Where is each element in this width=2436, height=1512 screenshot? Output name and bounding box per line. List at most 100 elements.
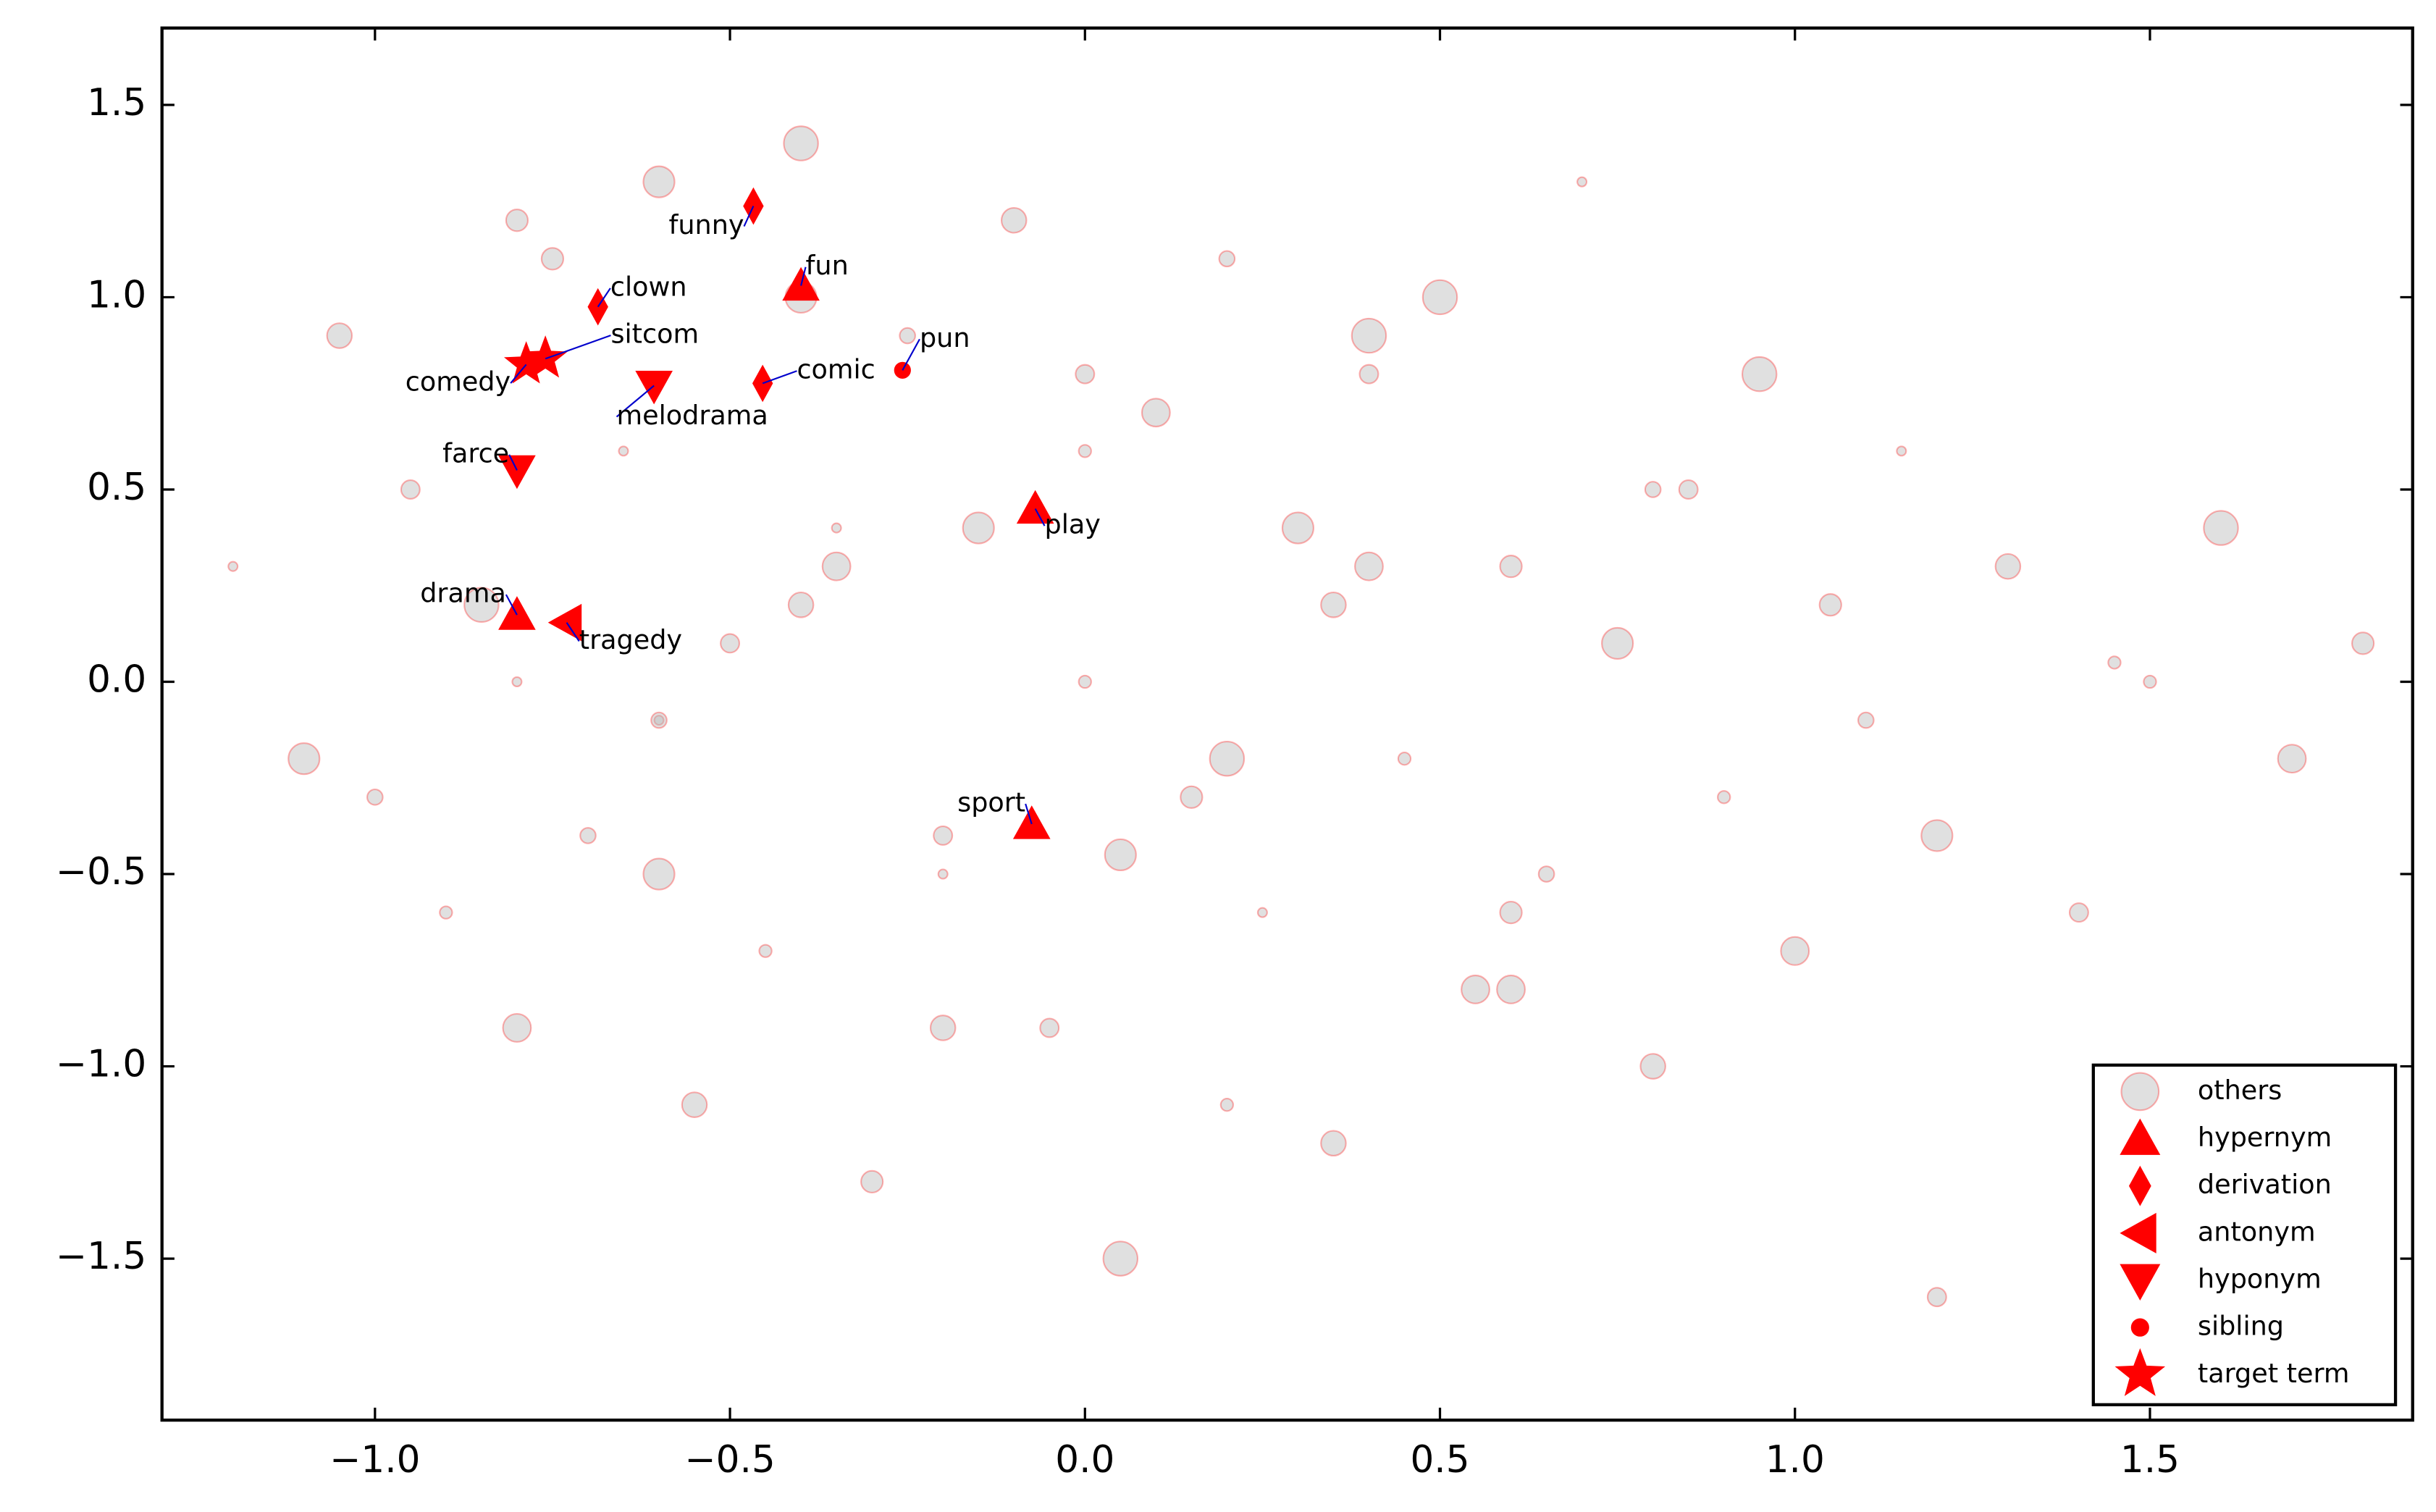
legend-marker bbox=[2128, 1165, 2151, 1206]
background-point bbox=[899, 327, 917, 345]
legend-label: hypernym bbox=[2198, 1122, 2332, 1153]
x-tick-label: −1.0 bbox=[329, 1438, 420, 1482]
background-point bbox=[653, 715, 665, 726]
point-label: comedy bbox=[406, 366, 511, 398]
background-point bbox=[962, 511, 995, 545]
background-point bbox=[618, 445, 629, 457]
y-tick-label: −0.5 bbox=[56, 850, 146, 894]
point-label: funny bbox=[669, 209, 744, 240]
point-label: play bbox=[1045, 509, 1101, 540]
background-point bbox=[1281, 511, 1315, 545]
legend-marker bbox=[2120, 1264, 2161, 1301]
background-point bbox=[1896, 445, 1907, 457]
background-point bbox=[1104, 838, 1137, 872]
point-label: drama bbox=[420, 578, 506, 609]
background-point bbox=[1499, 555, 1523, 579]
background-point bbox=[2107, 655, 2122, 670]
point-label: sport bbox=[957, 787, 1025, 818]
axes-frame bbox=[160, 26, 2414, 1422]
background-point bbox=[1102, 1240, 1139, 1277]
highlight-point bbox=[498, 596, 536, 630]
annotation-arrow bbox=[616, 385, 655, 418]
background-point bbox=[1639, 1053, 1666, 1080]
background-point bbox=[642, 165, 676, 198]
background-point bbox=[1320, 1130, 1347, 1157]
background-point bbox=[831, 522, 842, 534]
background-point bbox=[1000, 206, 1028, 234]
background-point bbox=[1397, 752, 1412, 766]
y-tick-label: −1.5 bbox=[56, 1235, 146, 1278]
background-point bbox=[1920, 819, 1954, 852]
background-point bbox=[1496, 974, 1526, 1004]
legend-label: sibling bbox=[2198, 1311, 2284, 1342]
background-point bbox=[463, 587, 500, 623]
highlight-point bbox=[503, 341, 549, 384]
y-tick-label: 1.5 bbox=[87, 81, 146, 125]
annotation-arrow bbox=[1034, 508, 1046, 526]
background-point bbox=[1039, 1017, 1060, 1038]
background-point bbox=[787, 592, 815, 618]
point-label: fun bbox=[806, 250, 849, 281]
background-point bbox=[1078, 444, 1092, 458]
annotation-arrow bbox=[743, 206, 755, 227]
highlight-point bbox=[523, 335, 568, 378]
background-point bbox=[1358, 364, 1379, 385]
legend-label: others bbox=[2198, 1075, 2282, 1106]
legend-label: derivation bbox=[2198, 1169, 2332, 1200]
background-point bbox=[439, 905, 453, 920]
background-point bbox=[1857, 711, 1875, 729]
background-point bbox=[1075, 364, 1096, 385]
point-label: comic bbox=[797, 354, 875, 385]
annotation-arrow bbox=[902, 338, 920, 371]
background-point bbox=[1141, 398, 1171, 428]
background-point bbox=[1461, 974, 1490, 1004]
x-tick-label: −0.5 bbox=[684, 1438, 775, 1482]
background-point bbox=[1576, 176, 1588, 188]
background-point bbox=[1741, 356, 1778, 392]
y-tick-label: 0.0 bbox=[87, 658, 146, 702]
y-tick-label: 1.0 bbox=[87, 273, 146, 316]
background-point bbox=[1678, 479, 1699, 500]
legend-marker bbox=[2130, 1318, 2149, 1337]
background-point bbox=[1537, 865, 1555, 883]
legend-marker bbox=[2120, 1072, 2160, 1112]
annotation-arrow bbox=[545, 335, 611, 360]
annotation-arrow bbox=[510, 364, 527, 384]
background-point bbox=[1218, 250, 1236, 268]
background-point bbox=[783, 125, 819, 161]
background-point bbox=[1926, 1287, 1947, 1308]
background-point bbox=[1320, 592, 1347, 618]
background-point bbox=[1219, 1097, 1235, 1112]
legend-label: hyponym bbox=[2198, 1264, 2322, 1295]
background-point bbox=[227, 560, 239, 572]
background-point bbox=[326, 322, 353, 349]
background-point bbox=[937, 868, 949, 880]
background-point bbox=[2068, 902, 2089, 923]
background-point bbox=[1180, 785, 1204, 809]
point-label: farce bbox=[442, 437, 509, 469]
background-point bbox=[366, 789, 384, 806]
background-point bbox=[821, 551, 852, 581]
point-label: pun bbox=[920, 322, 970, 353]
annotation-arrow bbox=[566, 622, 580, 642]
point-label: melodrama bbox=[617, 400, 768, 431]
background-point bbox=[1818, 593, 1842, 617]
point-label: clown bbox=[610, 271, 687, 302]
background-point bbox=[579, 827, 597, 844]
background-point bbox=[650, 711, 668, 729]
point-label: sitcom bbox=[610, 319, 699, 350]
annotation-arrow bbox=[1025, 803, 1033, 825]
background-point bbox=[860, 1169, 884, 1193]
background-point bbox=[1994, 553, 2022, 580]
background-point bbox=[2203, 510, 2239, 546]
background-point bbox=[540, 247, 565, 271]
background-point bbox=[1499, 901, 1523, 925]
background-point bbox=[1078, 674, 1092, 689]
annotation-arrow bbox=[800, 266, 807, 286]
x-tick-label: 1.5 bbox=[2120, 1438, 2180, 1482]
legend-label: target term bbox=[2198, 1358, 2350, 1389]
background-point bbox=[505, 209, 529, 232]
